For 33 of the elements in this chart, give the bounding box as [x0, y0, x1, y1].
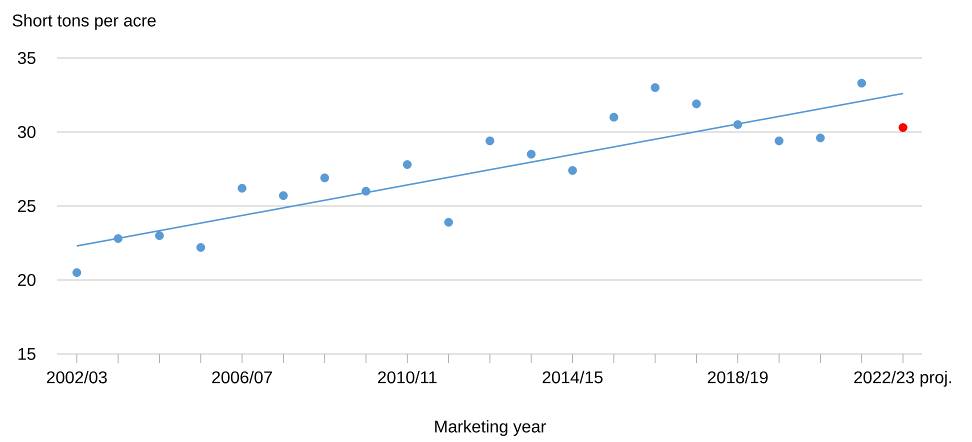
point: [692, 99, 701, 108]
point: [774, 136, 784, 146]
point: [402, 160, 412, 169]
point: [196, 243, 206, 252]
point: [238, 184, 246, 193]
y-tick-label: 35: [18, 52, 36, 64]
y-tick-label: 30: [18, 126, 36, 138]
point: [444, 218, 454, 227]
x-tick-label: 2014/15: [542, 370, 603, 384]
point: [733, 120, 742, 129]
point: [278, 191, 288, 200]
y-tick-label: 25: [18, 200, 36, 212]
point: [114, 234, 123, 243]
y-tick-label: 15: [18, 348, 36, 360]
point: [568, 166, 577, 175]
x-tick-label: 2018/19: [708, 370, 768, 384]
point: [857, 78, 866, 88]
point: [526, 150, 536, 159]
point: [650, 83, 660, 92]
x-tick-label: 2010/11: [378, 370, 437, 384]
point: [320, 173, 330, 182]
point: [816, 134, 825, 142]
x-tick-label: 2002/03: [46, 370, 107, 384]
x-tick-label: 2022/23 proj.: [854, 370, 952, 387]
y-tick-label: 20: [18, 274, 36, 286]
point: [609, 112, 618, 122]
point: [486, 136, 494, 146]
y-axis-title: Short tons per acre: [12, 14, 156, 30]
x-axis-title: Marketing year: [435, 420, 546, 436]
point: [155, 231, 164, 240]
x-tick-label: 2006/07: [212, 370, 272, 384]
point: [362, 186, 370, 196]
point: [72, 268, 82, 277]
